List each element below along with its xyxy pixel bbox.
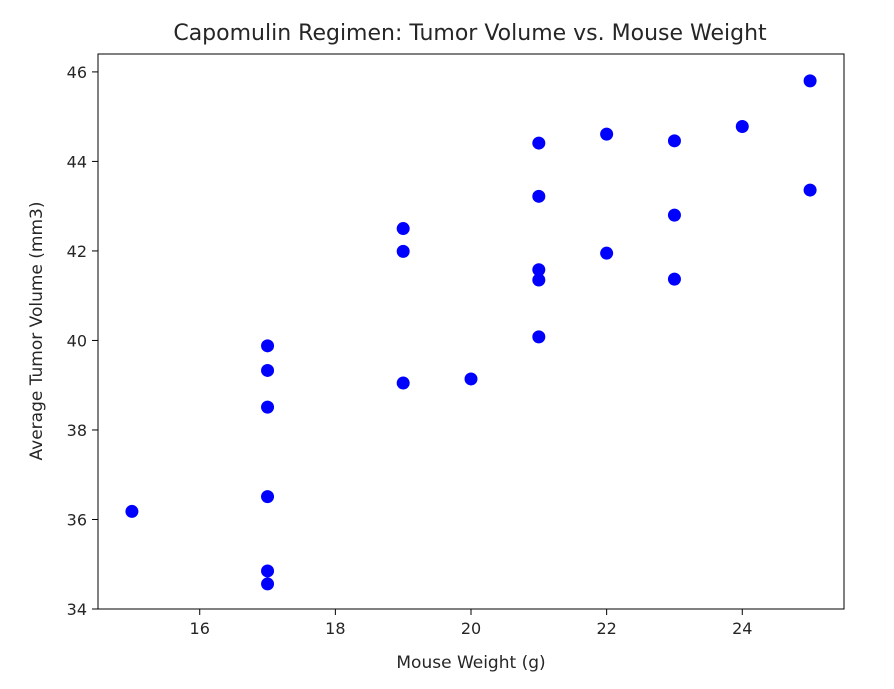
x-tick-label: 18 — [325, 619, 345, 638]
data-points — [125, 74, 817, 591]
x-axis: 16 18 20 22 24 — [190, 609, 752, 638]
y-tick-label: 38 — [67, 421, 87, 440]
data-point — [464, 372, 478, 386]
y-tick-label: 44 — [67, 152, 87, 171]
data-point — [396, 376, 410, 390]
data-point — [261, 400, 275, 414]
x-tick-label: 24 — [732, 619, 752, 638]
y-tick-label: 42 — [67, 242, 87, 261]
data-point — [396, 222, 410, 236]
data-point — [600, 246, 614, 260]
data-point — [261, 490, 275, 504]
y-axis: 34 36 38 40 42 44 46 — [67, 63, 98, 619]
data-point — [532, 263, 546, 277]
data-point — [803, 183, 817, 197]
data-point — [667, 208, 681, 222]
plot-area — [97, 53, 845, 610]
data-point — [667, 134, 681, 148]
x-tick-label: 20 — [461, 619, 481, 638]
x-tick-label: 22 — [596, 619, 616, 638]
y-tick-label: 40 — [67, 331, 87, 350]
y-axis-label: Average Tumor Volume (mm3) — [27, 202, 47, 461]
data-point — [396, 244, 410, 258]
x-axis-label: Mouse Weight (g) — [396, 653, 545, 673]
data-point — [261, 564, 275, 578]
data-point — [735, 120, 749, 134]
data-point — [803, 74, 817, 88]
data-point — [261, 339, 275, 353]
data-point — [532, 189, 546, 203]
data-point — [532, 273, 546, 287]
data-point — [667, 272, 681, 286]
y-tick-label: 36 — [67, 510, 87, 529]
data-point — [261, 577, 275, 591]
data-point — [125, 504, 139, 518]
y-tick-label: 46 — [67, 63, 87, 82]
data-point — [532, 330, 546, 344]
x-tick-label: 16 — [190, 619, 210, 638]
chart-title: Capomulin Regimen: Tumor Volume vs. Mous… — [173, 21, 767, 46]
data-point — [600, 127, 614, 141]
data-point — [261, 363, 275, 377]
data-point — [532, 136, 546, 150]
y-tick-label: 34 — [67, 600, 87, 619]
